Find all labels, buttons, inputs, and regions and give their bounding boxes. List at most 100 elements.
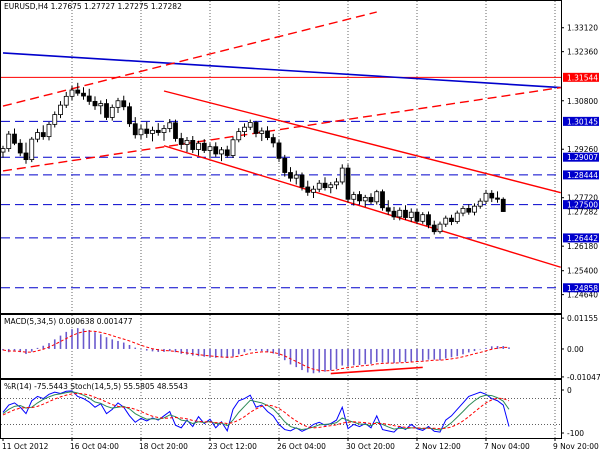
osc-axis: 0 -100 — [561, 386, 584, 438]
price-level-tag — [563, 233, 599, 243]
candle-body — [63, 95, 69, 106]
candle-body — [127, 106, 132, 125]
osc-tick-label: 0 — [567, 386, 572, 395]
time-tick-label: 7 Nov 04:00 — [484, 442, 530, 451]
candle-body — [437, 223, 443, 233]
candle-body — [150, 129, 155, 134]
candle-body — [69, 89, 75, 97]
candle-body — [397, 209, 403, 218]
price-panel-title: EURUSD,H4 1.27675 1.27727 1.27275 1.2728… — [4, 2, 182, 11]
macd-histogram — [2, 328, 510, 375]
candle-body — [368, 196, 374, 203]
trend-line-red — [163, 90, 561, 194]
candle-body — [242, 126, 247, 133]
stoch-signal-line — [2, 392, 510, 430]
candle-body — [224, 149, 230, 156]
price-level-label: 1.26442 — [567, 234, 598, 243]
candle-body — [35, 132, 40, 140]
candle-body — [385, 207, 391, 212]
candle-body — [29, 138, 35, 161]
macd-divergence-line — [330, 366, 423, 375]
candle-body — [144, 128, 150, 134]
candle-body — [247, 122, 253, 128]
candle-body — [460, 207, 466, 214]
candle-body — [253, 122, 259, 134]
candle-body — [328, 184, 334, 189]
candle-body — [305, 186, 311, 193]
candle-body — [316, 182, 322, 190]
candle-body — [339, 167, 345, 183]
trend-line-red — [2, 86, 561, 172]
candle-body — [17, 142, 23, 154]
candle-body — [299, 174, 305, 188]
candle-body — [46, 123, 52, 138]
candle-body — [282, 157, 288, 173]
candle-body — [207, 146, 213, 151]
candle-body — [420, 214, 426, 222]
price-level-tag — [563, 283, 599, 293]
price-candles — [0, 82, 506, 235]
time-tick-label: 16 Oct 04:00 — [70, 442, 119, 451]
current-price-label: 1.27282 — [567, 207, 598, 216]
price-tick-label: 1.26180 — [567, 242, 598, 251]
candle-body — [431, 224, 437, 233]
price-level-label: 1.30145 — [567, 117, 598, 126]
candle-body — [167, 122, 173, 129]
candle-body — [414, 211, 420, 222]
candle-body — [86, 95, 92, 102]
candle-body — [322, 182, 328, 189]
candle-body — [58, 104, 63, 116]
time-tick-label: 9 Nov 20:00 — [553, 442, 599, 451]
trend-line-red — [2, 11, 377, 107]
candle-body — [190, 140, 196, 150]
candle-body — [196, 142, 201, 150]
candle-body — [391, 210, 397, 218]
candle-body — [443, 217, 449, 225]
candle-body — [161, 128, 167, 133]
candle-body — [0, 148, 6, 153]
candle-body — [104, 103, 109, 118]
price-level-label: 1.29007 — [567, 153, 598, 162]
price-level-tag — [563, 152, 599, 162]
candle-body — [408, 211, 414, 218]
price-tick-label: 1.27720 — [567, 194, 598, 203]
candle-body — [184, 140, 190, 145]
candle-body — [40, 132, 46, 138]
candle-body — [374, 191, 380, 203]
candle-body — [259, 130, 265, 134]
price-level-label: 1.28444 — [567, 171, 598, 180]
candle-body — [334, 181, 339, 186]
candle-body — [403, 209, 408, 218]
candle-body — [75, 89, 81, 94]
candle-body — [345, 167, 351, 200]
candle-body — [426, 214, 431, 226]
candle-body — [230, 139, 236, 156]
candle-body — [495, 197, 500, 200]
price-tick-label: 1.30800 — [567, 97, 598, 106]
candle-body — [265, 130, 270, 138]
time-tick-label: 18 Oct 20:00 — [139, 442, 188, 451]
price-tick-label: 1.24640 — [567, 291, 598, 300]
candle-body — [500, 198, 506, 212]
time-tick-label: 11 Oct 2012 — [2, 442, 49, 451]
price-axis: 1.33120 1.32360 1.30800 1.29260 1.27720 1.261… — [561, 24, 599, 300]
candle-body — [466, 207, 472, 213]
candle-body — [219, 149, 224, 155]
trend-line-blue — [2, 52, 561, 89]
candle-body — [132, 123, 138, 136]
williams-r-line — [2, 390, 510, 433]
price-level-label: 1.27500 — [567, 201, 598, 210]
macd-panel-title: MACD(5,34,5) 0.000638 0.001477 — [4, 317, 133, 326]
candle-body — [236, 131, 242, 141]
osc-panel-title: %R(14) -75.5443 Stoch(14,5,5) 55.5805 48… — [4, 382, 188, 391]
time-tick-label: 30 Oct 20:00 — [346, 442, 395, 451]
candle-body — [138, 128, 144, 136]
candle-body — [276, 142, 282, 159]
macd-axis: 0.01155 0.00 -0.01047 — [561, 314, 600, 382]
price-tick-label: 1.25400 — [567, 267, 598, 276]
osc-grid — [1, 380, 561, 438]
candle-body — [311, 188, 316, 193]
candle-body — [109, 106, 115, 118]
candle-body — [23, 152, 29, 161]
